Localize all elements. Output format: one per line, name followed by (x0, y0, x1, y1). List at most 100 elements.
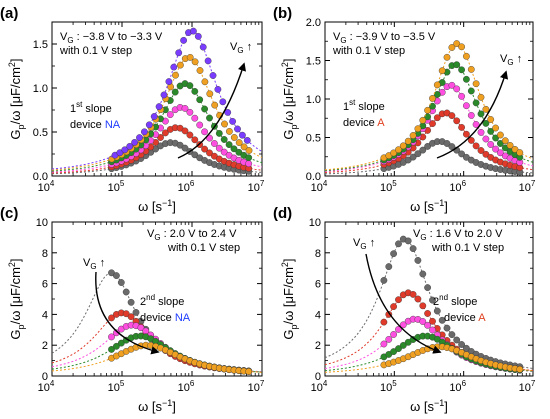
y-tick-label: 6 (42, 279, 48, 291)
data-point (458, 124, 465, 131)
x-tick-label: 104 (38, 179, 55, 194)
data-point (215, 144, 223, 152)
plot-frame (51, 21, 263, 177)
data-point (458, 43, 465, 51)
data-point (487, 127, 495, 135)
data-point (245, 368, 253, 375)
x-tick-label: 107 (519, 179, 536, 194)
data-point (186, 108, 194, 116)
data-point (453, 336, 461, 344)
data-point (113, 342, 120, 350)
data-point (201, 78, 209, 86)
data-point (414, 256, 422, 264)
data-point (477, 128, 485, 136)
data-point (131, 138, 139, 146)
arrow-label: VG ↑ (230, 41, 252, 55)
y-axis-title: Gp/ω [μF/cm2] (7, 258, 26, 339)
series-fit-line (325, 238, 533, 369)
data-point (424, 321, 431, 329)
y-tick-label: 0.0 (33, 171, 48, 183)
y-tick-label: 2 (42, 340, 48, 352)
data-point (429, 120, 436, 128)
data-point (404, 137, 412, 145)
data-point (380, 318, 388, 326)
y-tick-label: 10 (309, 217, 321, 229)
data-point (458, 150, 465, 158)
data-point (199, 43, 207, 51)
data-point (429, 95, 436, 102)
slope-label: 2nd slope (433, 293, 477, 308)
data-point (390, 149, 397, 157)
data-point (487, 141, 495, 148)
data-point (433, 81, 441, 89)
y-tick-label: 8 (42, 248, 48, 260)
data-point (225, 141, 233, 149)
x-axis-title: ω [s−1] (410, 198, 448, 214)
data-point (380, 340, 388, 348)
data-point (206, 149, 213, 157)
data-point (472, 80, 480, 88)
data-point (492, 145, 499, 153)
y-tick-label: 0 (42, 371, 48, 383)
data-point (399, 321, 407, 329)
data-point (175, 49, 183, 57)
x-axis-title: ω [s−1] (138, 398, 176, 414)
data-point (448, 44, 456, 51)
data-point (390, 331, 397, 338)
data-point (117, 279, 125, 286)
x-tick-label: 107 (519, 379, 536, 394)
data-point (170, 63, 178, 71)
data-point (501, 137, 509, 145)
data-point (482, 150, 490, 158)
data-point (424, 310, 431, 317)
data-point (433, 114, 441, 122)
device-label: device A (444, 312, 486, 324)
x-tick-label: 105 (108, 179, 125, 194)
data-point (462, 102, 470, 110)
y-tick-label: 0.0 (306, 171, 321, 183)
data-point (155, 103, 163, 111)
data-point (443, 140, 451, 147)
data-point (399, 142, 407, 150)
x-axis-title: ω [s−1] (138, 198, 176, 214)
data-point (390, 348, 397, 355)
data-point (477, 147, 485, 154)
data-point (448, 143, 456, 151)
data-point (429, 317, 436, 325)
data-point (186, 82, 194, 90)
data-point (472, 121, 480, 128)
device-name: A (478, 312, 486, 324)
data-point (122, 310, 130, 318)
data-point (496, 149, 504, 157)
data-point (506, 141, 514, 149)
x-tick-label: 106 (449, 379, 466, 394)
x-tick-label: 105 (108, 379, 125, 394)
data-point (230, 145, 238, 153)
data-point (201, 145, 209, 153)
panel-b: 104 105 106 107 0.0 0.5 1.0 1.5 2.0 ω [s−1] Gp/ω [… (273, 5, 536, 214)
panel-d: 104 105 106 107 0 2 4 6 8 10 ω [s−1] Gp/ω [μF/cm2] (… (273, 205, 536, 414)
data-point (492, 134, 499, 142)
data-point (121, 146, 129, 154)
arrow-label: VG ↑ (353, 237, 375, 251)
data-point (453, 61, 461, 69)
y-tick-label: 0.5 (33, 127, 48, 139)
data-point (404, 237, 412, 245)
y-tick-label: 1.5 (306, 56, 321, 68)
data-point (181, 105, 189, 112)
slope-label: 2nd slope (140, 293, 184, 308)
data-point (390, 303, 397, 310)
y-tick-label: 0 (315, 371, 321, 383)
data-point (229, 118, 237, 125)
step-label: with 0.1 V step (59, 45, 132, 57)
series-group (52, 27, 262, 175)
x-tick-label: 104 (311, 179, 328, 194)
data-point (443, 324, 451, 332)
data-point (245, 160, 253, 168)
data-point (194, 33, 202, 40)
data-point (196, 96, 204, 104)
data-point (161, 129, 169, 137)
data-point (419, 318, 427, 325)
data-point (496, 131, 504, 139)
